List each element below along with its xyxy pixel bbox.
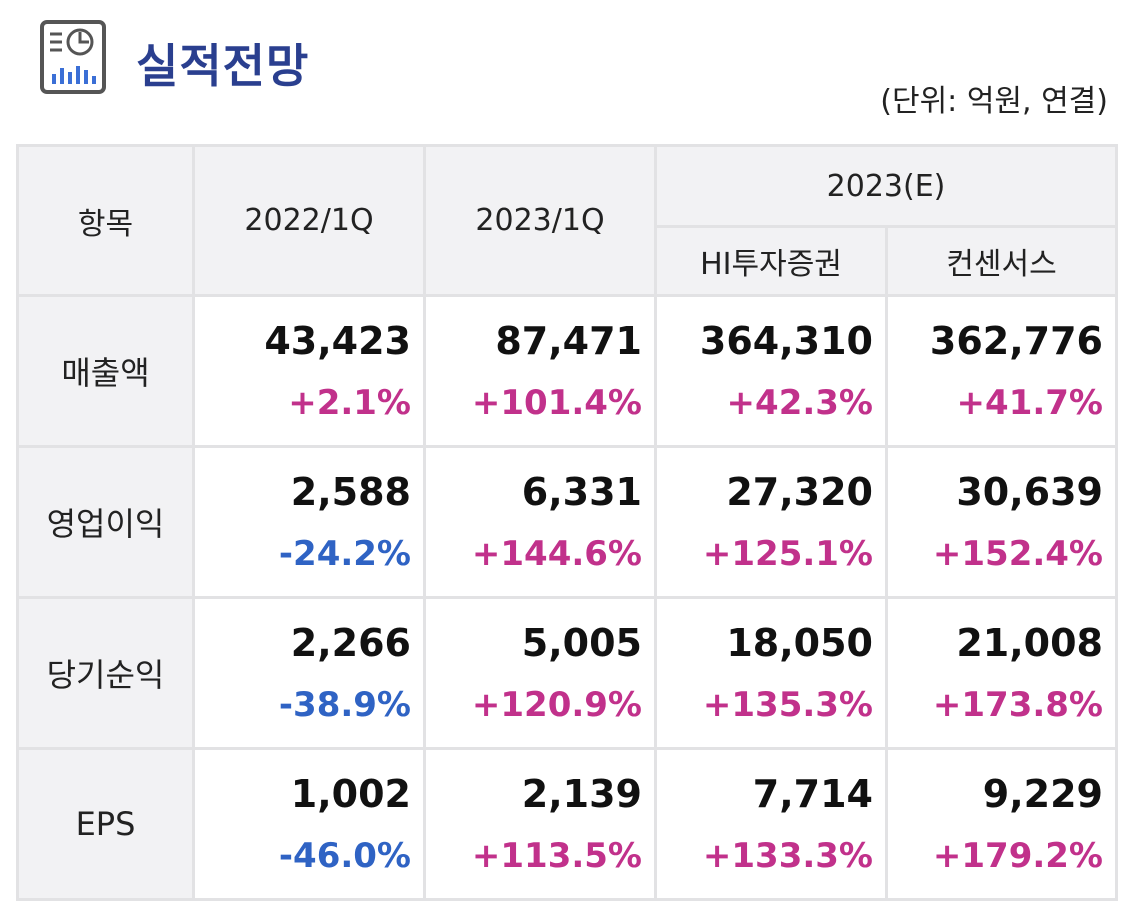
data-cell: 362,776 +41.7% xyxy=(885,294,1118,448)
unit-label: (단위: 억원, 연결) xyxy=(880,84,1108,119)
header-consensus: 컨센서스 xyxy=(885,225,1118,297)
cell-value: 364,310 xyxy=(699,319,873,363)
cell-change: +173.8% xyxy=(932,685,1103,725)
cell-value: 362,776 xyxy=(929,319,1103,363)
cell-value: 21,008 xyxy=(956,621,1103,665)
cell-change: +133.3% xyxy=(702,836,873,876)
row-label: EPS xyxy=(16,747,195,901)
cell-value: 7,714 xyxy=(752,772,873,816)
report-chart-icon xyxy=(40,20,106,94)
cell-value: 5,005 xyxy=(521,621,642,665)
data-cell: 43,423 +2.1% xyxy=(192,294,426,448)
row-label: 매출액 xyxy=(16,294,195,448)
data-cell: 27,320 +125.1% xyxy=(654,445,888,599)
table-row: 매출액 43,423 +2.1% 87,471 +101.4% 364,310 +42… xyxy=(16,294,1118,448)
page-title: 실적전망 xyxy=(136,39,310,93)
cell-change: +144.6% xyxy=(471,534,642,574)
cell-change: +101.4% xyxy=(471,383,642,423)
cell-value: 1,002 xyxy=(290,772,411,816)
cell-change: +179.2% xyxy=(932,836,1103,876)
data-cell: 18,050 +135.3% xyxy=(654,596,888,750)
cell-value: 6,331 xyxy=(521,470,642,514)
row-label: 영업이익 xyxy=(16,445,195,599)
page-header: 실적전망 (단위: 억원, 연결) xyxy=(38,18,1108,119)
data-cell: 5,005 +120.9% xyxy=(423,596,657,750)
data-cell: 21,008 +173.8% xyxy=(885,596,1118,750)
data-cell: 87,471 +101.4% xyxy=(423,294,657,448)
row-label: 당기순익 xyxy=(16,596,195,750)
data-cell: 2,588 -24.2% xyxy=(192,445,426,599)
cell-value: 2,588 xyxy=(290,470,411,514)
cell-change: -24.2% xyxy=(278,534,411,574)
cell-value: 18,050 xyxy=(726,621,873,665)
table-row: EPS 1,002 -46.0% 2,139 +113.5% 7,714 +133.3… xyxy=(16,747,1118,901)
cell-value: 27,320 xyxy=(726,470,873,514)
data-cell: 9,229 +179.2% xyxy=(885,747,1118,901)
data-cell: 30,639 +152.4% xyxy=(885,445,1118,599)
header-hi-securities: HI투자증권 xyxy=(654,225,888,297)
cell-change: -38.9% xyxy=(278,685,411,725)
data-cell: 2,266 -38.9% xyxy=(192,596,426,750)
cell-change: +120.9% xyxy=(471,685,642,725)
data-cell: 1,002 -46.0% xyxy=(192,747,426,901)
cell-value: 43,423 xyxy=(264,319,411,363)
cell-change: +42.3% xyxy=(726,383,873,423)
data-cell: 6,331 +144.6% xyxy=(423,445,657,599)
cell-value: 30,639 xyxy=(956,470,1103,514)
table-row: 당기순익 2,266 -38.9% 5,005 +120.9% 18,050 +135… xyxy=(16,596,1118,750)
cell-change: +135.3% xyxy=(702,685,873,725)
cell-change: -46.0% xyxy=(278,836,411,876)
data-cell: 2,139 +113.5% xyxy=(423,747,657,901)
cell-value: 2,266 xyxy=(290,621,411,665)
header-2023e: 2023(E) xyxy=(654,144,1118,228)
header-2023-1q: 2023/1Q xyxy=(423,144,657,297)
cell-change: +113.5% xyxy=(471,836,642,876)
cell-value: 9,229 xyxy=(982,772,1103,816)
cell-value: 2,139 xyxy=(521,772,642,816)
cell-value: 87,471 xyxy=(495,319,642,363)
cell-change: +41.7% xyxy=(956,383,1103,423)
header-2022-1q: 2022/1Q xyxy=(192,144,426,297)
table-row: 영업이익 2,588 -24.2% 6,331 +144.6% 27,320 +125… xyxy=(16,445,1118,599)
header-item: 항목 xyxy=(16,144,195,297)
data-cell: 364,310 +42.3% xyxy=(654,294,888,448)
cell-change: +152.4% xyxy=(932,534,1103,574)
earnings-forecast-table: 항목 2022/1Q 2023/1Q 2023(E) HI투자증권 컨센서스 매… xyxy=(16,144,1118,901)
data-cell: 7,714 +133.3% xyxy=(654,747,888,901)
cell-change: +2.1% xyxy=(288,383,411,423)
cell-change: +125.1% xyxy=(702,534,873,574)
